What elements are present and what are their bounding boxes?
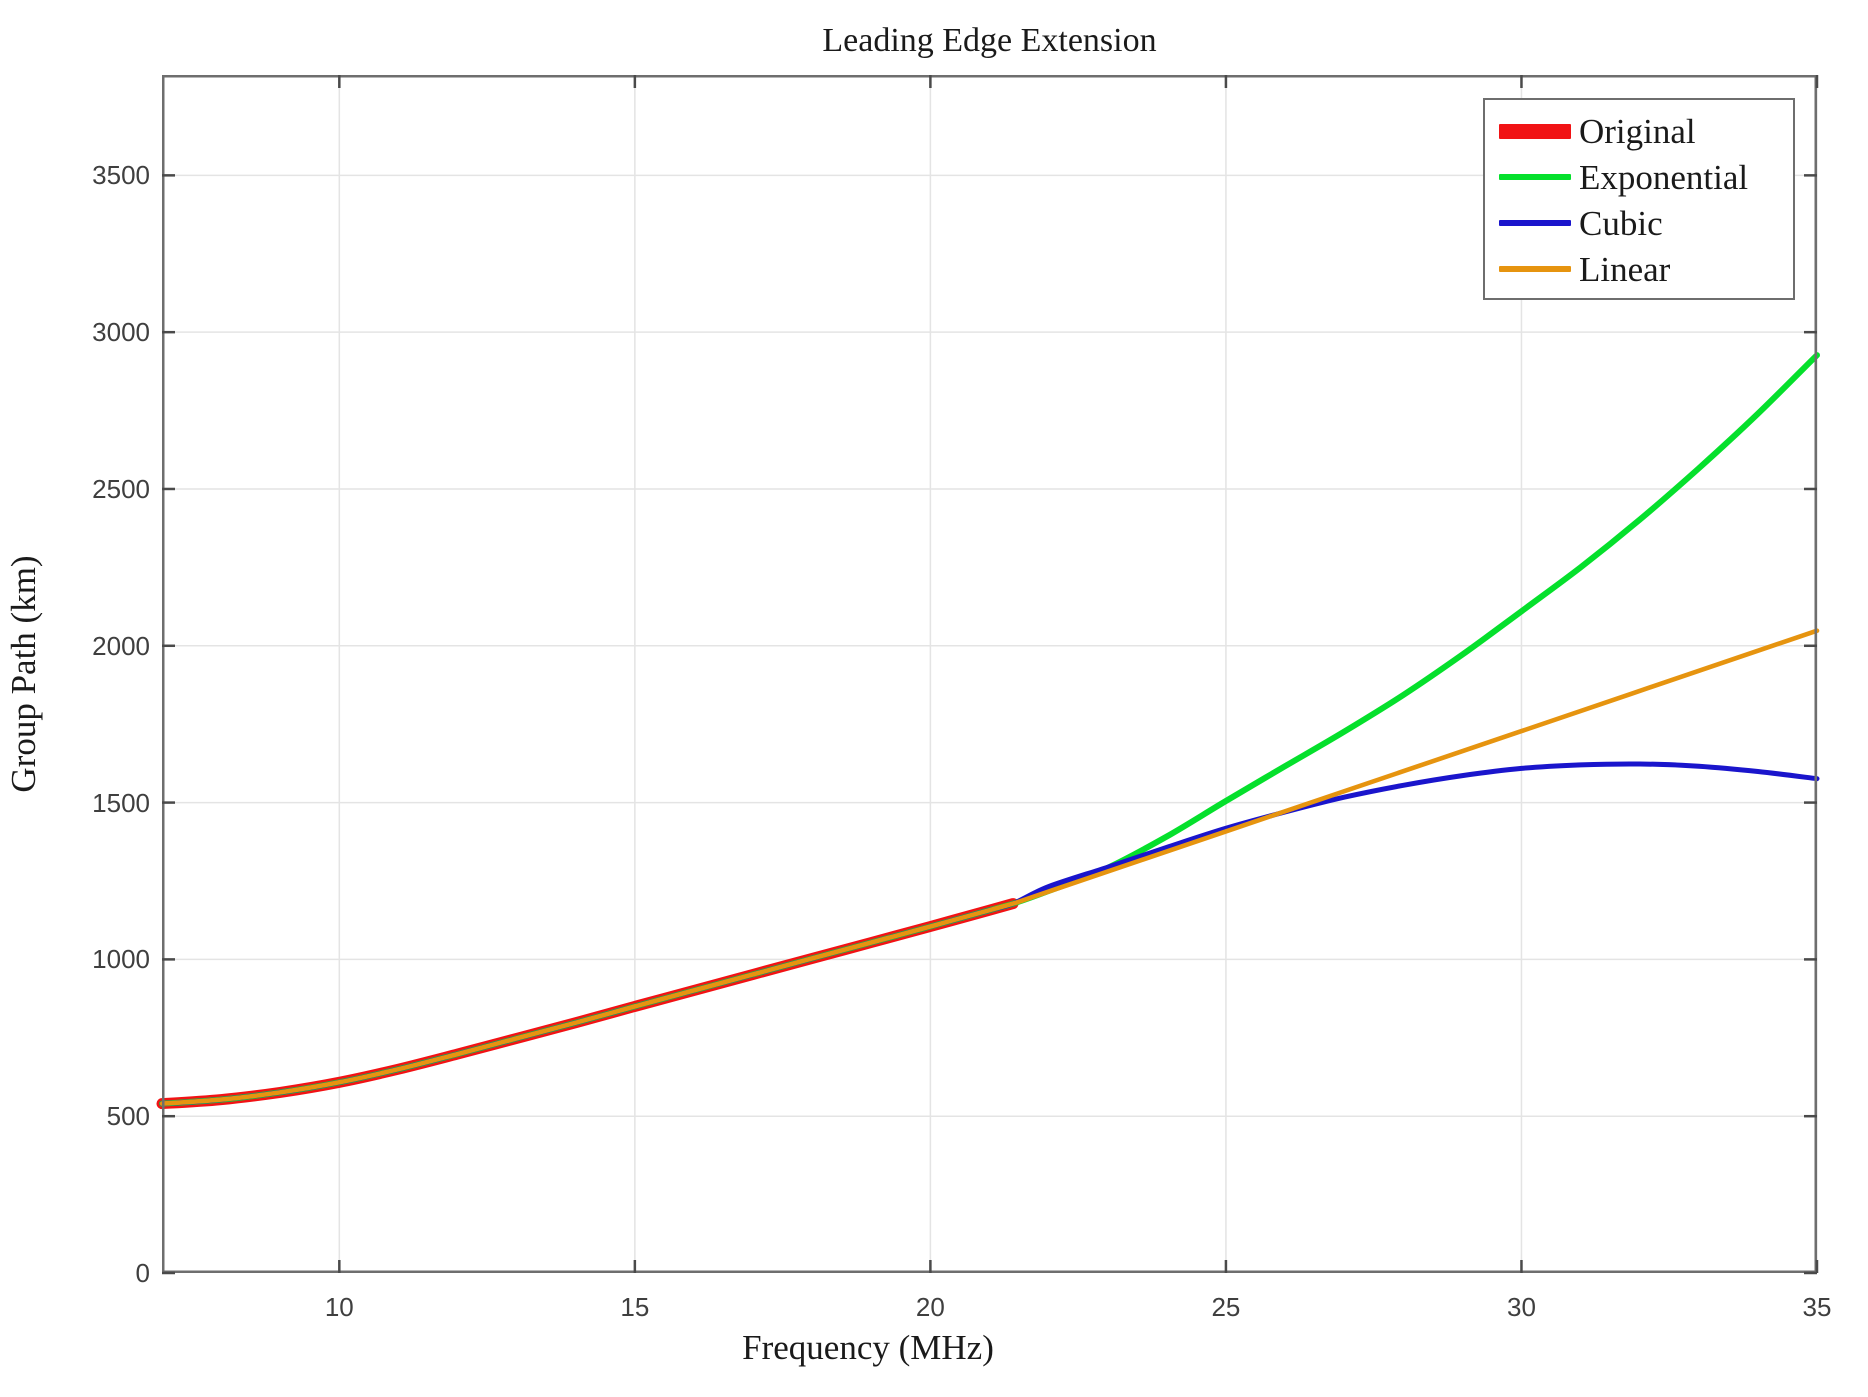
x-tick-label: 15 xyxy=(620,1292,650,1322)
x-axis-label: Frequency (MHz) xyxy=(742,1328,994,1367)
x-tick-label: 10 xyxy=(324,1292,354,1322)
x-tick-label: 20 xyxy=(915,1292,945,1322)
y-tick-label: 2000 xyxy=(92,630,150,661)
series-line-linear xyxy=(159,628,1820,1106)
legend-label-exponential: Exponential xyxy=(1579,157,1749,197)
y-tick-label: 3500 xyxy=(92,160,150,191)
legend-swatch-exponential xyxy=(1499,174,1571,180)
axes-frame xyxy=(162,75,1817,1273)
legend-item-original: Original xyxy=(1499,108,1793,154)
series-line-exponential xyxy=(159,352,1820,1107)
legend: Original Exponential Cubic Linear xyxy=(1483,98,1795,300)
legend-label-original: Original xyxy=(1579,111,1696,151)
legend-swatch-original xyxy=(1499,123,1571,139)
x-tick-label: 25 xyxy=(1211,1292,1241,1322)
plot-area xyxy=(156,75,1820,1275)
x-tick-label: 35 xyxy=(1802,1292,1832,1322)
y-tick-label: 0 xyxy=(135,1258,150,1288)
y-tick-label: 3000 xyxy=(92,317,150,348)
legend-item-cubic: Cubic xyxy=(1499,200,1793,246)
y-tick-label: 500 xyxy=(106,1101,150,1132)
legend-swatch-cubic xyxy=(1499,220,1571,226)
y-tick-label: 1000 xyxy=(92,944,150,975)
series-line-cubic xyxy=(159,761,1820,1107)
legend-label-cubic: Cubic xyxy=(1579,203,1663,243)
series-line-original xyxy=(156,898,1019,1110)
legend-item-linear: Linear xyxy=(1499,246,1793,292)
plot-canvas xyxy=(156,75,1820,1275)
y-tick-label: 1500 xyxy=(92,787,150,818)
x-tick-label: 30 xyxy=(1506,1292,1536,1322)
y-tick-label: 2500 xyxy=(92,473,150,504)
chart-title: Leading Edge Extension xyxy=(822,22,1157,59)
legend-label-linear: Linear xyxy=(1579,249,1671,289)
legend-item-exponential: Exponential xyxy=(1499,154,1793,200)
y-axis-label: Group Path (km) xyxy=(4,555,43,793)
legend-swatch-linear xyxy=(1499,266,1571,272)
